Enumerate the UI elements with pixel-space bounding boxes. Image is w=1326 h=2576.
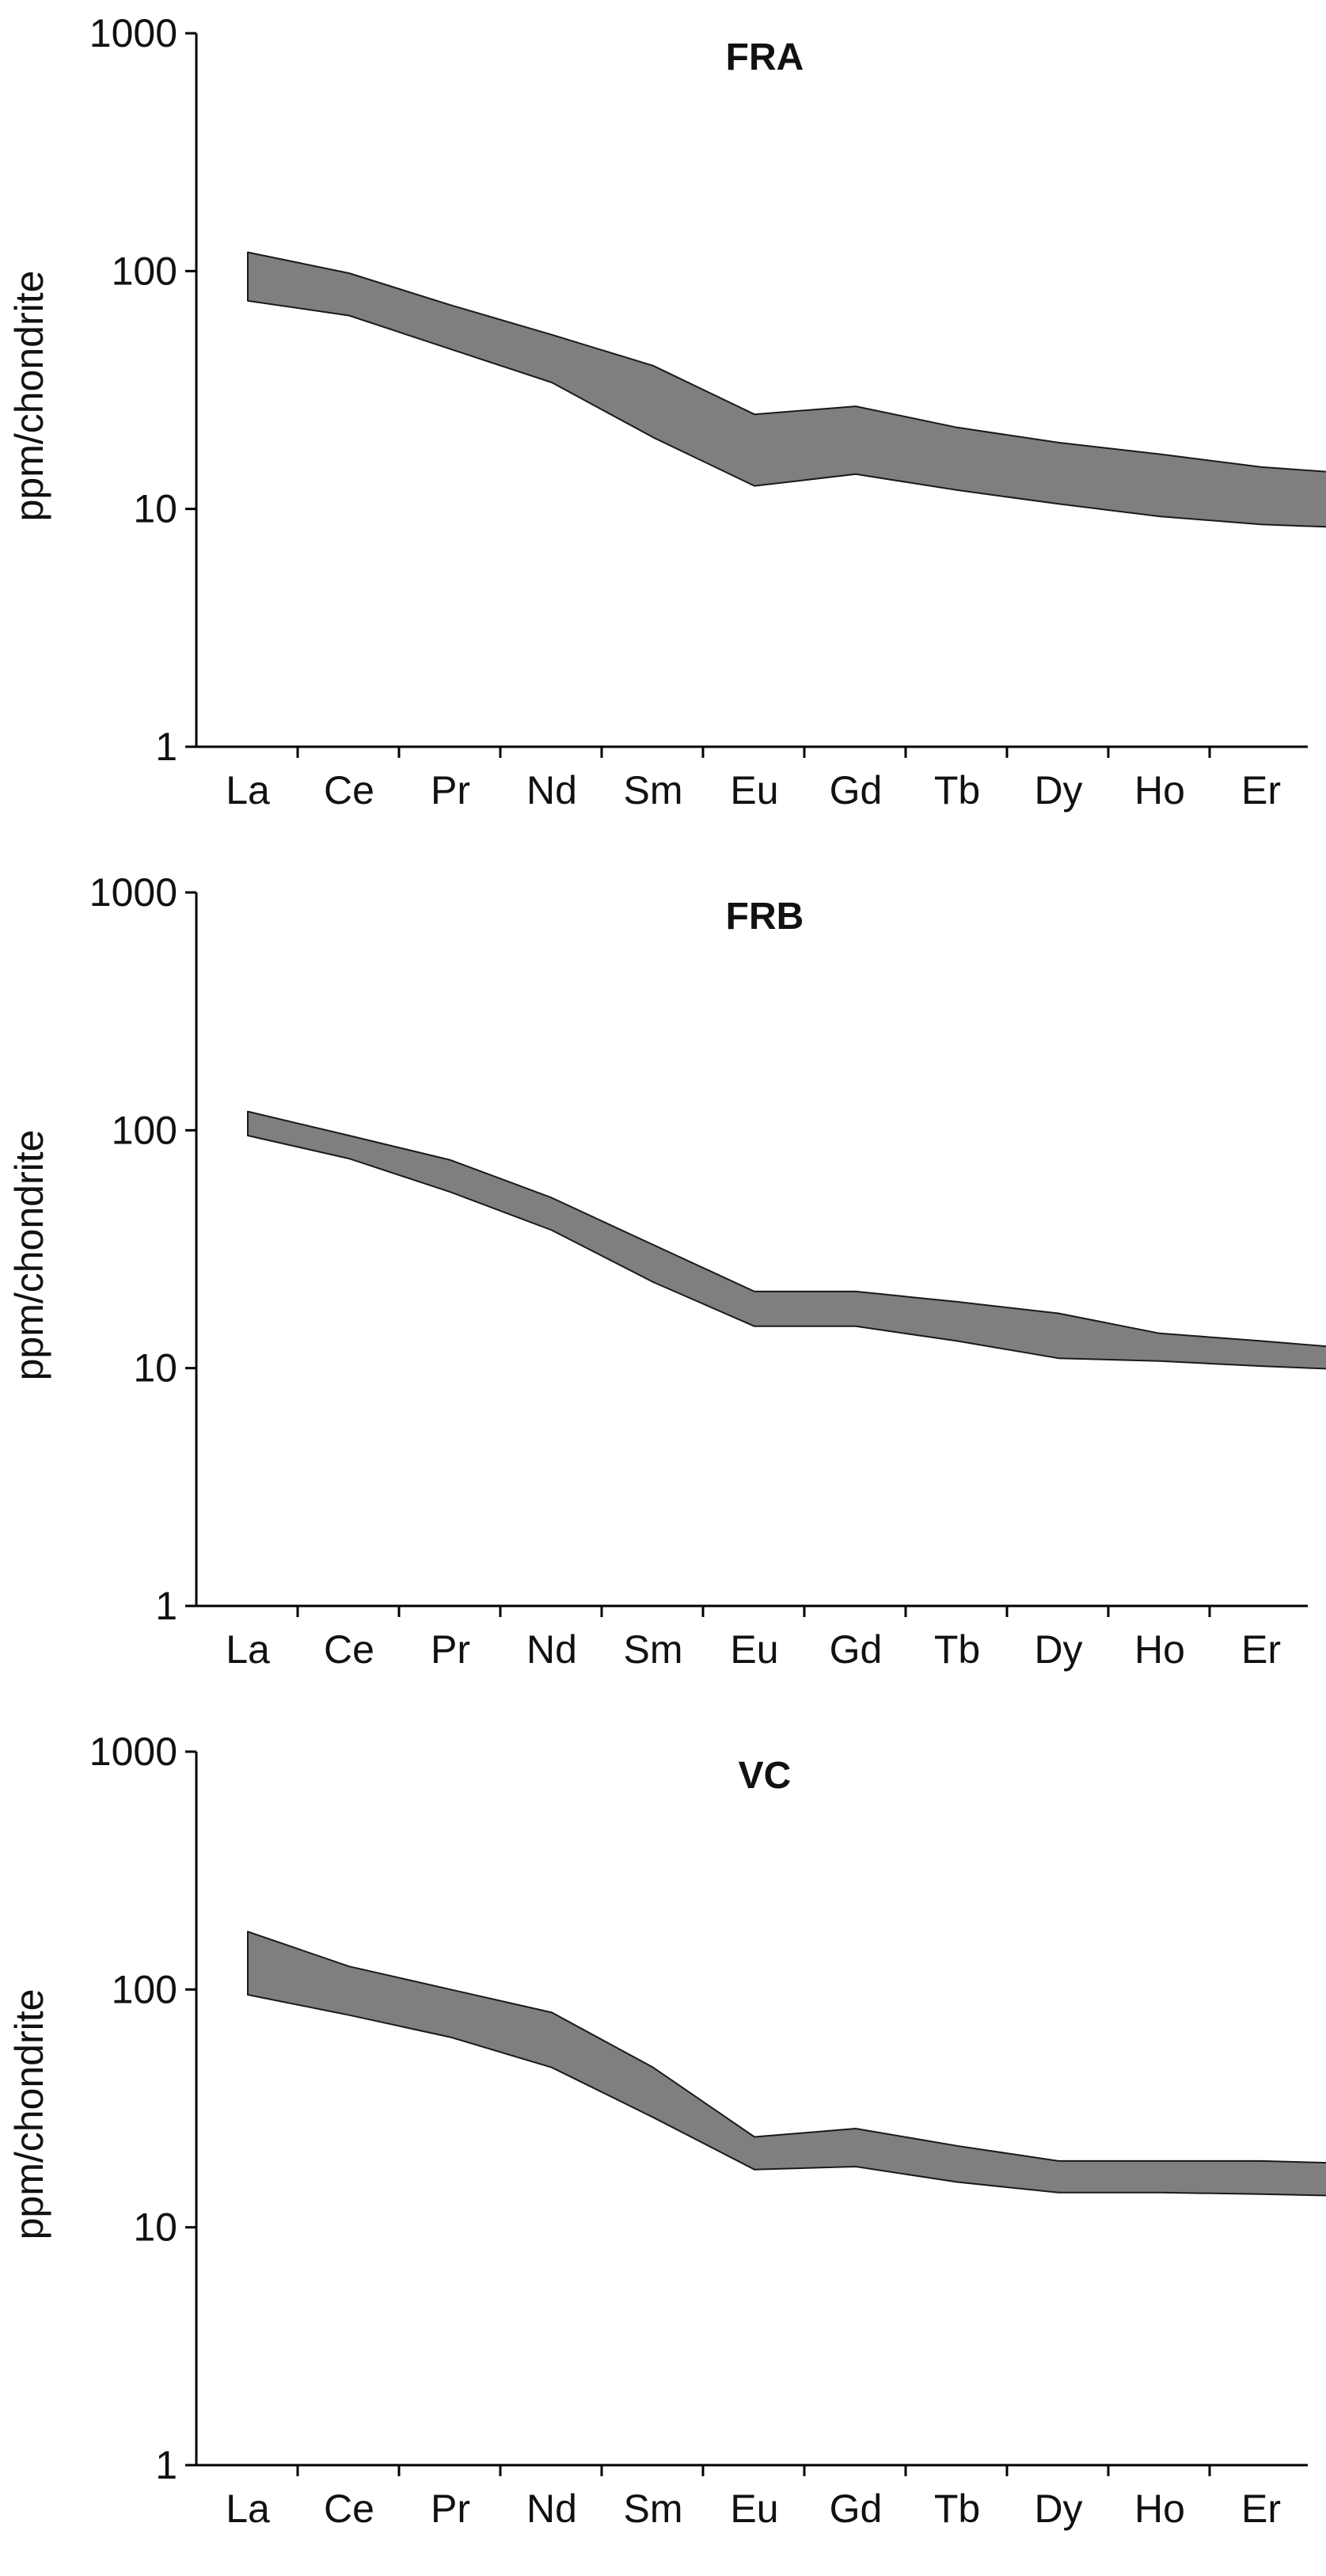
chart-panel-fra: FRA ppm/chondrite 1 10 100 1000 La Ce Pr Nd Sm Eu… (0, 0, 1326, 855)
x-tick-label: Ho (1134, 1627, 1185, 1672)
y-tick-label: 100 (112, 1967, 177, 2011)
x-tick-label: La (226, 768, 270, 812)
x-tick-label: Ce (324, 2487, 374, 2531)
y-tick-label: 1000 (89, 1729, 177, 1774)
x-tick-label: Dy (1034, 768, 1082, 812)
y-tick-label: 1 (155, 1584, 177, 1628)
x-tick-label: Gd (830, 1627, 883, 1672)
x-tick-label: La (226, 2487, 270, 2531)
x-tick-label: Pr (431, 1627, 470, 1672)
chart-svg-fra: FRA ppm/chondrite 1 10 100 1000 La Ce Pr Nd Sm Eu… (7, 11, 1326, 812)
y-tick-label: 10 (133, 2205, 177, 2250)
x-tick-label: Nd (526, 2487, 577, 2531)
chart-panel-frb: FRB ppm/chondrite 1 10 100 1000 La Ce Pr Nd Sm Eu… (0, 859, 1326, 1714)
plot-layer: 1101001000LaCePrNdSmEuGdTbDyHoErTmYbLu (89, 11, 1326, 812)
x-tick-label: Ce (324, 768, 374, 812)
x-tick-label: Eu (730, 1627, 778, 1672)
chart-svg-vc: VC ppm/chondrite 1 10 100 1000 La Ce Pr Nd Sm Eu G… (7, 1729, 1326, 2531)
y-axis-title: ppm/chondrite (7, 1989, 51, 2240)
x-tick-label: Ho (1134, 768, 1185, 812)
y-axis-title: ppm/chondrite (7, 271, 51, 522)
x-tick-label: Er (1241, 1627, 1281, 1672)
x-tick-label: Gd (830, 768, 883, 812)
chart-title: FRA (726, 36, 804, 78)
plot-layer: 1101001000LaCePrNdSmEuGdTbDyHoErTmYbLu (89, 870, 1326, 1672)
x-tick-label: Ce (324, 1627, 374, 1672)
chart-title: FRB (726, 896, 804, 938)
x-tick-label: Sm (624, 1627, 683, 1672)
x-tick-label: Tb (934, 2487, 980, 2531)
x-tick-label: Sm (624, 2487, 683, 2531)
x-tick-label: Tb (934, 1627, 980, 1672)
x-tick-label: Pr (431, 768, 470, 812)
x-tick-label: Er (1241, 2487, 1281, 2531)
x-tick-label: Dy (1034, 2487, 1082, 2531)
ree-range-band (247, 1931, 1326, 2197)
x-tick-label: Nd (526, 768, 577, 812)
y-tick-label: 100 (112, 249, 177, 293)
y-tick-label: 1000 (89, 870, 177, 915)
y-tick-label: 100 (112, 1108, 177, 1152)
y-tick-label: 1000 (89, 11, 177, 55)
x-tick-label: Eu (730, 768, 778, 812)
x-tick-label: Nd (526, 1627, 577, 1672)
x-tick-label: Er (1241, 768, 1281, 812)
x-tick-label: Tb (934, 768, 980, 812)
ree-range-band (247, 251, 1326, 528)
chart-panel-vc: VC ppm/chondrite 1 10 100 1000 La Ce Pr Nd Sm Eu G… (0, 1718, 1326, 2574)
plot-layer: 1101001000LaCePrNdSmEuGdTbDyHoErTmYbLu (89, 1729, 1326, 2531)
x-tick-label: Ho (1134, 2487, 1185, 2531)
x-tick-label: La (226, 1627, 270, 1672)
y-tick-label: 1 (155, 725, 177, 769)
chart-svg-frb: FRB ppm/chondrite 1 10 100 1000 La Ce Pr Nd Sm Eu… (7, 870, 1326, 1672)
ree-range-band (247, 1110, 1326, 1370)
y-tick-label: 10 (133, 487, 177, 531)
x-tick-label: Gd (830, 2487, 883, 2531)
chart-title: VC (739, 1755, 792, 1797)
x-tick-label: Eu (730, 2487, 778, 2531)
y-tick-label: 1 (155, 2443, 177, 2487)
x-tick-label: Sm (624, 768, 683, 812)
y-tick-label: 10 (133, 1346, 177, 1391)
x-tick-label: Dy (1034, 1627, 1082, 1672)
x-tick-label: Pr (431, 2487, 470, 2531)
y-axis-title: ppm/chondrite (7, 1130, 51, 1381)
